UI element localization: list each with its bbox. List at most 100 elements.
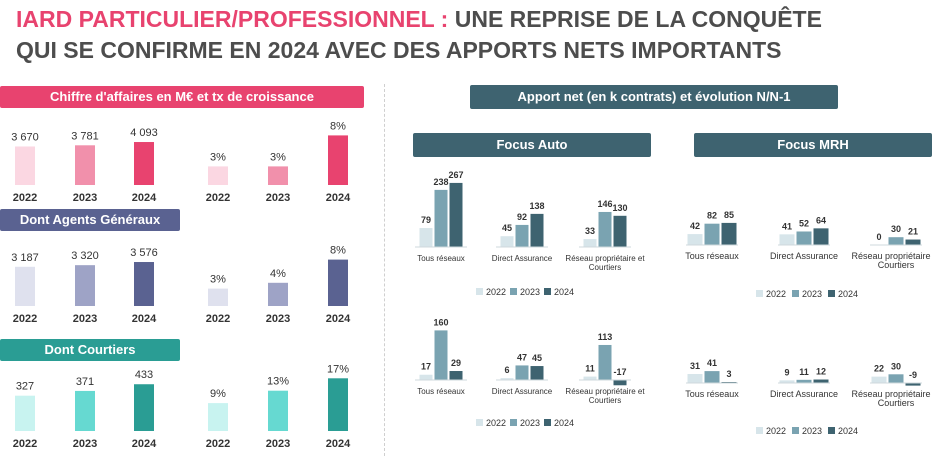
mrh-apport-value-label: 85 [724,210,734,220]
ct-growth-bar [208,403,228,431]
auto-apport-legend-label: 2024 [554,287,574,297]
auto-evolution-value-label: 29 [451,358,461,368]
ag-growth-bar [328,259,348,306]
auto-evolution-value-label: 47 [517,352,527,362]
mrh-evolution-value-label: 22 [874,364,884,374]
ag-growth-bar [268,282,288,306]
auto-evolution-value-label: 6 [504,365,509,375]
mrh-evolution-category-label: Réseau propriétaire et [851,389,932,399]
auto-apport-bar [613,215,627,247]
section-divider [384,84,385,456]
ct-amount-value-label: 371 [76,376,94,388]
mrh-evolution-category-label: Courtiers [878,398,915,408]
mrh-apport-legend-label: 2022 [766,289,786,299]
mrh-evolution-legend-swatch [792,427,799,434]
banner-chiffre-affaires: Chiffre d'affaires en M€ et tx de croiss… [0,86,364,108]
ca-amount-value-label: 3 670 [11,131,39,143]
mrh-evolution-category-label: Direct Assurance [770,389,838,399]
mrh-evolution-bar [871,376,887,383]
mrh-evolution-legend-swatch [828,427,835,434]
auto-apport-legend-swatch [476,288,483,295]
auto-evolution-bar [515,365,529,380]
mrh-evolution-bar [905,383,921,386]
ca-growth-category-label: 2023 [266,192,290,204]
mrh-apport-bar [905,239,921,245]
auto-evolution-bar [613,380,627,386]
auto-apport-value-label: 45 [502,223,512,233]
auto-evolution-legend-swatch [544,419,551,426]
mrh-evolution-bar [888,374,904,383]
ca-growth-value-label: 3% [210,151,226,163]
auto-evolution-legend-swatch [510,419,517,426]
auto-apport-bar [530,213,544,247]
ct-amount-bar [15,395,35,431]
ct-amount-value-label: 433 [135,369,153,381]
banner-agents-generaux: Dont Agents Généraux [0,209,180,231]
ag-amount-bar [15,266,35,306]
auto-evolution-bar [598,344,612,380]
mrh-evolution-value-label: 41 [707,358,717,368]
mrh-apport-bar [796,231,812,245]
ca-growth-value-label: 3% [270,151,286,163]
mrh-evolution-category-label: Tous réseaux [685,389,739,399]
mrh-apport-value-label: 30 [891,224,901,234]
auto-apport-value-label: 130 [612,203,627,213]
ca-amount-category-label: 2022 [13,192,37,204]
auto-apport-value-label: 146 [597,199,612,209]
mrh-apport-value-label: 21 [908,227,918,237]
mrh-apport-bar [779,234,795,245]
banner-apport-net: Apport net (en k contrats) et évolution … [470,85,838,109]
auto-apport-bar [434,189,448,247]
ag-growth-category-label: 2024 [326,313,351,325]
ct-amount-category-label: 2022 [13,438,37,450]
auto-apport-legend-label: 2022 [486,287,506,297]
banner-focus-auto: Focus Auto [413,133,651,157]
ag-growth-value-label: 3% [210,274,226,286]
auto-apport-bar [583,239,597,247]
mrh-evolution-value-label: -9 [909,370,917,380]
ca-amount-category-label: 2024 [132,192,157,204]
mrh-evolution-bar [687,374,703,383]
ag-growth-category-label: 2022 [206,313,230,325]
mrh-evolution-bar [704,371,720,383]
banner-courtiers: Dont Courtiers [0,339,180,361]
mrh-apport-legend-swatch [792,290,799,297]
mrh-evolution-bar [796,379,812,383]
auto-evolution-legend-label: 2024 [554,418,574,428]
mrh-evolution-value-label: 31 [690,361,700,371]
mrh-evolution-legend-label: 2024 [838,426,858,436]
mrh-apport-legend-label: 2023 [802,289,822,299]
mrh-evolution-legend-label: 2023 [802,426,822,436]
mrh-evolution-value-label: 3 [726,369,731,379]
auto-apport-category-label: Réseau propriétaire et [565,254,645,263]
mrh-evolution-value-label: 9 [784,367,789,377]
ca-growth-category-label: 2024 [326,192,351,204]
auto-evolution-value-label: 160 [433,317,448,327]
ca-amount-bar [134,142,154,185]
auto-apport-value-label: 79 [421,215,431,225]
mrh-apport-bar [888,237,904,245]
mrh-apport-value-label: 42 [690,221,700,231]
title-accent: IARD PARTICULIER/PROFESSIONNEL : [16,6,449,32]
auto-apport-category-label: Direct Assurance [492,254,553,263]
mrh-apport-category-label: Courtiers [878,260,915,270]
ca-growth-category-label: 2022 [206,192,230,204]
mrh-apport-legend-swatch [756,290,763,297]
auto-apport-legend-label: 2023 [520,287,540,297]
auto-evolution-bar [500,378,514,380]
ca-growth-bar [208,166,228,185]
ca-amount-bar [15,146,35,185]
auto-evolution-bar [583,376,597,380]
mrh-apport-category-label: Réseau propriétaire et [851,251,932,261]
auto-apport-bar [515,224,529,247]
mrh-apport-bar [721,222,737,245]
mrh-evolution-legend-label: 2022 [766,426,786,436]
auto-apport-value-label: 238 [433,177,448,187]
auto-apport-bar [500,236,514,247]
auto-apport-value-label: 92 [517,212,527,222]
mrh-apport-bar [813,228,829,245]
ag-amount-category-label: 2023 [73,313,97,325]
ct-growth-category-label: 2024 [326,438,351,450]
ct-growth-value-label: 17% [327,363,349,375]
auto-evolution-value-label: 113 [598,332,613,342]
